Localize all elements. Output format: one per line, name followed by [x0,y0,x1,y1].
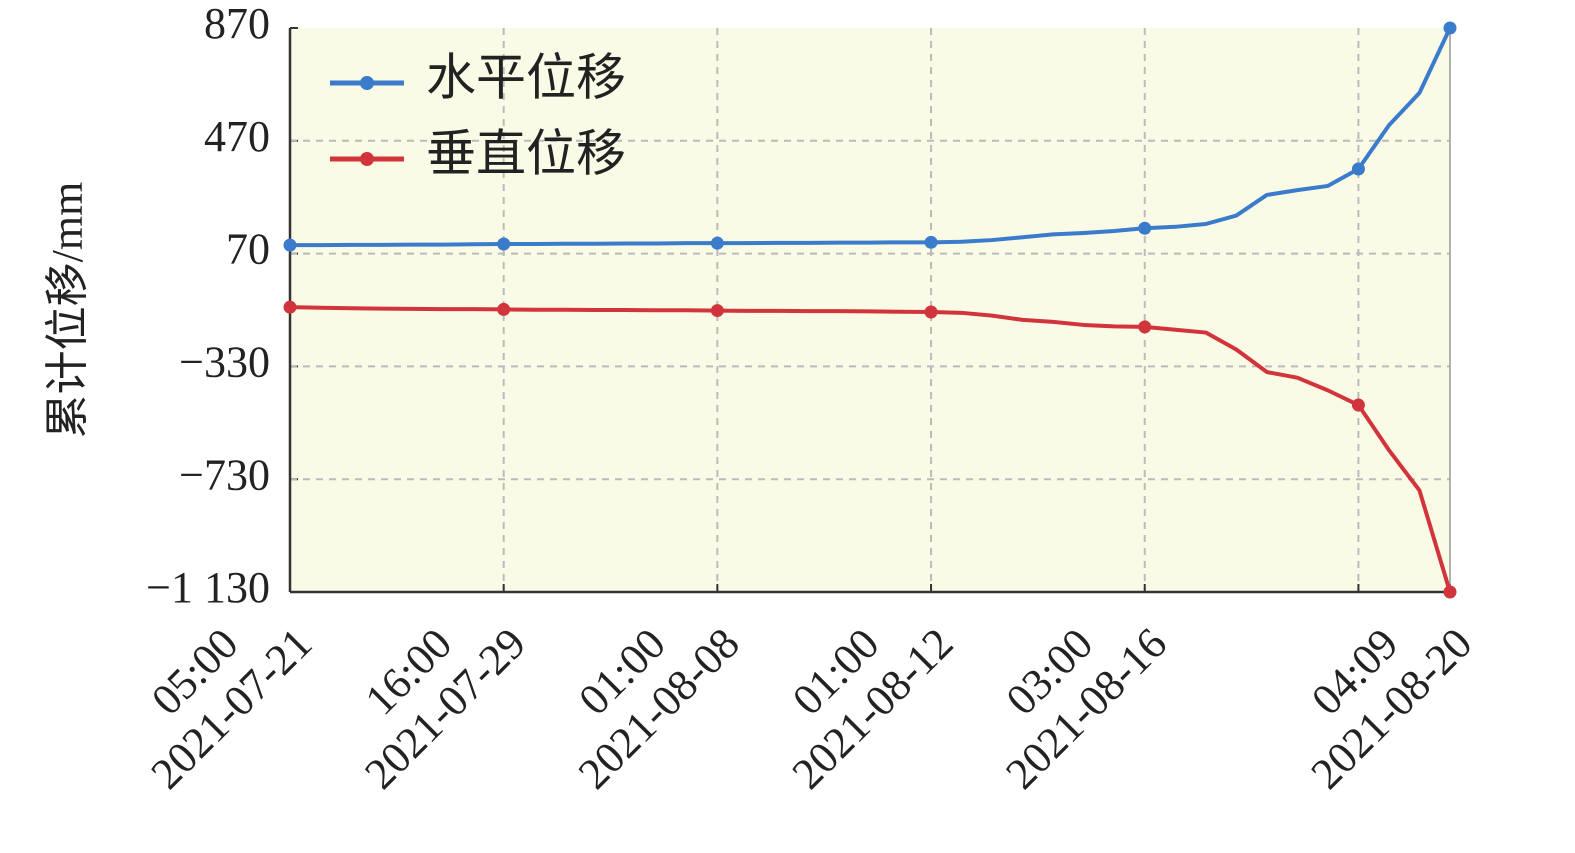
x-tick-label: 04:092021-08-20 [1265,582,1482,799]
series-marker [283,238,297,252]
series-marker [497,302,511,316]
x-tick-label: 16:002021-07-29 [319,582,536,799]
series-marker [1138,320,1152,334]
series-marker [924,305,938,319]
legend-label: 垂直位移 [426,125,626,181]
series-marker [710,304,724,318]
series-marker [1443,585,1457,599]
y-axis-label: 累计位移/mm [43,182,92,439]
legend-marker [360,152,374,166]
series-marker [1351,162,1365,176]
series-marker [1351,398,1365,412]
x-tick-label: 05:002021-07-21 [105,582,322,799]
series-marker [497,237,511,251]
series-marker [283,300,297,314]
series-line [289,305,1452,593]
series-marker [924,235,938,249]
legend-marker [360,76,374,90]
y-tick-label: 870 [204,0,270,48]
x-tick-label: 01:002021-08-12 [746,582,963,799]
series-marker [1138,221,1152,235]
series-marker [710,236,724,250]
y-tick-label: −330 [179,337,270,386]
y-tick-label: −730 [179,450,270,499]
y-tick-label: 470 [204,112,270,161]
series-line [290,27,1452,248]
series-marker [1443,21,1457,35]
x-tick-label: 01:002021-08-08 [532,582,749,799]
y-tick-label: −1 130 [146,563,270,612]
x-tick-label: 03:002021-08-16 [960,582,1177,799]
y-tick-label: 70 [226,225,270,274]
legend-label: 水平位移 [426,49,626,105]
